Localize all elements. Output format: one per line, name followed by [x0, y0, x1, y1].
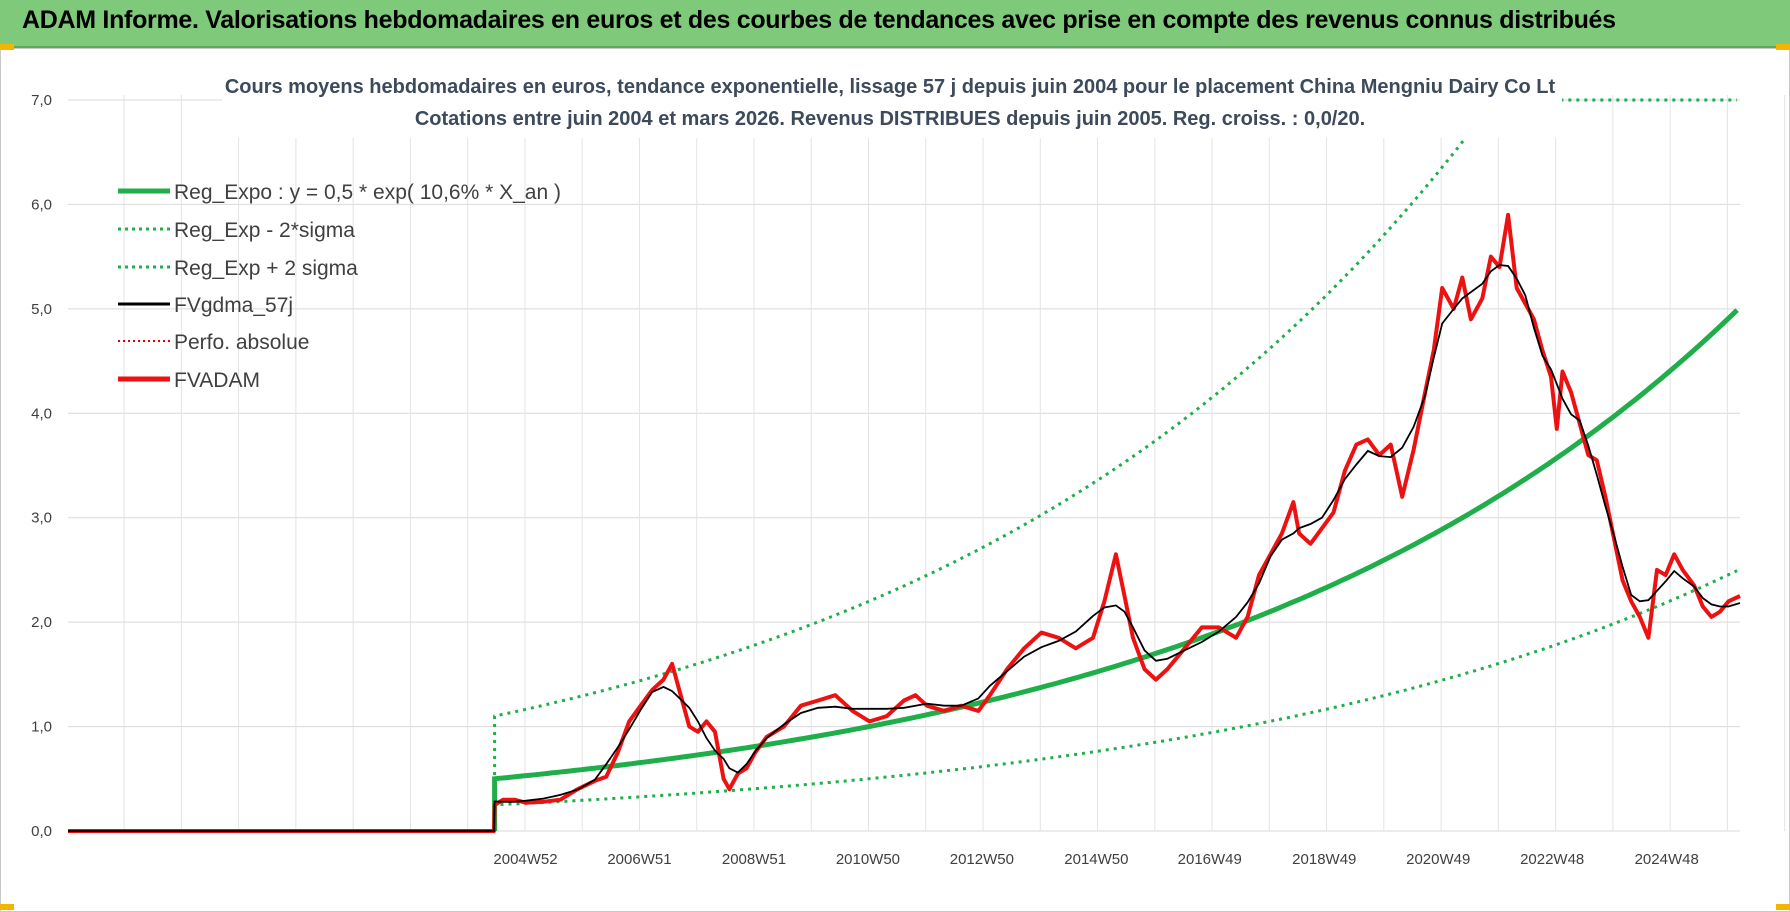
- legend-label-reg-expo: Reg_Expo : y = 0,5 * exp( 10,6% * X_an ): [174, 181, 561, 204]
- x-tick-label: 2012W50: [950, 851, 1014, 868]
- y-tick-label: 1,0: [31, 719, 52, 736]
- x-tick-label: 2020W49: [1406, 851, 1470, 868]
- corner-marker-tl: [0, 44, 14, 50]
- title-background: [222, 64, 1562, 138]
- series-reg-exp-plus-2sigma: [493, 98, 1738, 831]
- chart-series: [68, 98, 1741, 833]
- legend-label-fvadam: FVADAM: [174, 369, 260, 392]
- series-reg-exp-minus-2sigma: [493, 569, 1738, 831]
- legend-label-fvgdma: FVgdma_57j: [174, 294, 293, 317]
- x-tick-label: 2024W48: [1635, 851, 1699, 868]
- y-tick-label: 3,0: [31, 510, 52, 527]
- x-tick-label: 2018W49: [1292, 851, 1356, 868]
- y-tick-label: 0,0: [31, 823, 52, 840]
- y-tick-label: 4,0: [31, 405, 52, 422]
- x-tick-label: 2006W51: [607, 851, 671, 868]
- x-tick-label: 2004W52: [493, 851, 557, 868]
- chart-grid: [68, 95, 1786, 832]
- y-tick-label: 6,0: [31, 196, 52, 213]
- corner-marker-tr: [1776, 44, 1790, 50]
- x-tick-label: 2014W50: [1064, 851, 1128, 868]
- y-tick-label: 5,0: [31, 301, 52, 318]
- series-fvgdma-57j: [68, 264, 1741, 832]
- y-tick-label: 2,0: [31, 614, 52, 631]
- x-tick-label: 2016W49: [1178, 851, 1242, 868]
- x-tick-label: 2010W50: [836, 851, 900, 868]
- chart-legend: Reg_Expo : y = 0,5 * exp( 10,6% * X_an )…: [118, 181, 561, 392]
- y-tick-label: 7,0: [31, 92, 52, 109]
- legend-label-reg-exp-minus: Reg_Exp - 2*sigma: [174, 219, 355, 242]
- series-reg-expo: [492, 308, 1739, 831]
- report-header: ADAM Informe. Valorisations hebdomadaire…: [0, 0, 1790, 48]
- chart-title-line-1: Cours moyens hebdomadaires en euros, ten…: [225, 76, 1556, 98]
- x-axis-ticks: 2004W52 2006W51 2008W51 2010W50 2012W50 2014W…: [493, 851, 1698, 868]
- report-title: ADAM Informe. Valorisations hebdomadaire…: [22, 6, 1616, 34]
- corner-marker-bl: [0, 904, 14, 910]
- x-tick-label: 2022W48: [1520, 851, 1584, 868]
- corner-marker-br: [1776, 904, 1790, 910]
- legend-label-reg-exp-plus: Reg_Exp + 2 sigma: [174, 257, 358, 280]
- series-fvadam: [68, 212, 1741, 833]
- legend-label-perfo-absolue: Perfo. absolue: [174, 331, 309, 354]
- y-axis-ticks: 0,0 1,0 2,0 3,0 4,0 5,0 6,0 7,0: [31, 92, 52, 840]
- x-tick-label: 2008W51: [722, 851, 786, 868]
- chart-title-line-2: Cotations entre juin 2004 et mars 2026. …: [415, 108, 1365, 130]
